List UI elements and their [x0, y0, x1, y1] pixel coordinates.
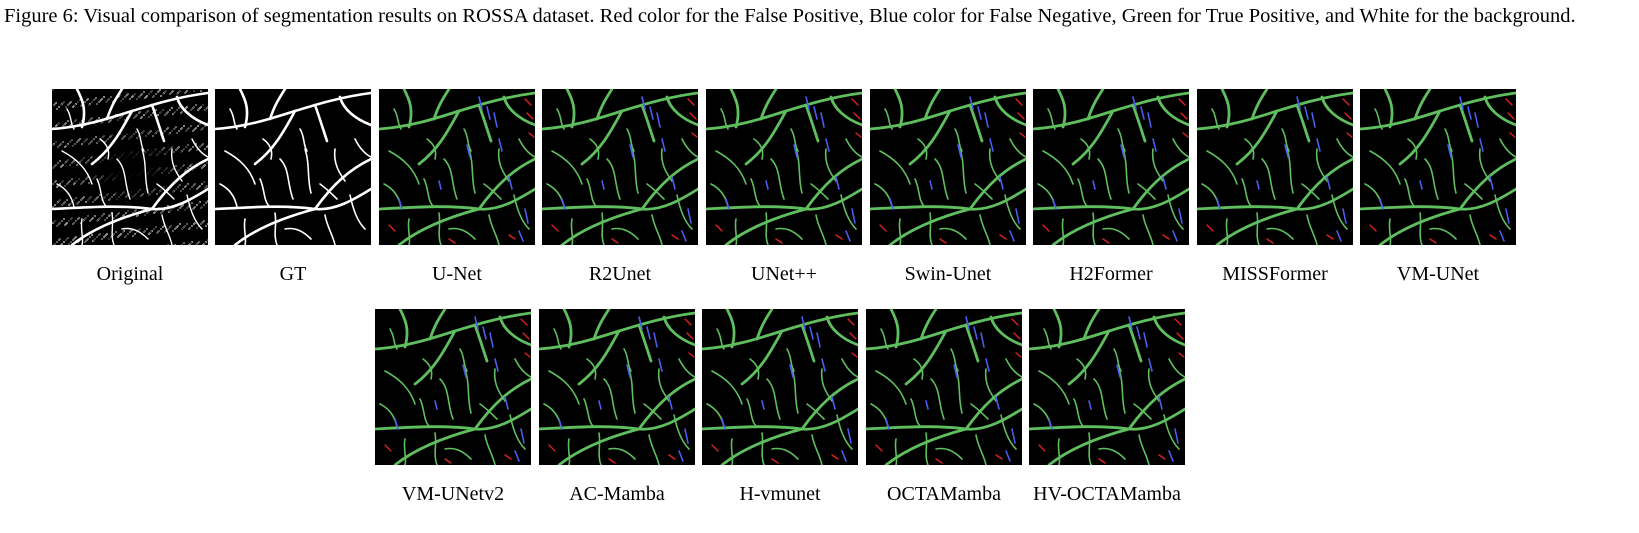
- label-vm-unetv2: VM-UNetv2: [401, 483, 505, 505]
- image-missformer: [1197, 89, 1353, 245]
- figure-caption: Figure 6: Visual comparison of segmentat…: [4, 5, 1576, 27]
- vessel-image-drawing: [1033, 89, 1189, 245]
- image-vm-unet: [1360, 89, 1516, 245]
- label-vm-unet: VM-UNet: [1396, 263, 1480, 285]
- label-unet: U-Net: [432, 263, 482, 285]
- image-gt: [215, 89, 371, 245]
- vessel-image-drawing: [379, 89, 535, 245]
- vessel-image-drawing: [375, 309, 531, 465]
- image-h2former: [1033, 89, 1189, 245]
- label-h-vmunet: H-vmunet: [739, 483, 821, 505]
- image-unet: [379, 89, 535, 245]
- image-octamamba: [866, 309, 1022, 465]
- label-original: Original: [96, 263, 164, 285]
- image-ac-mamba: [539, 309, 695, 465]
- vessel-image-drawing: [870, 89, 1026, 245]
- image-hv-octamamba: [1029, 309, 1185, 465]
- image-h-vmunet: [702, 309, 858, 465]
- vessel-image-drawing: [1360, 89, 1516, 245]
- vessel-image-drawing: [706, 89, 862, 245]
- label-octamamba: OCTAMamba: [887, 483, 1001, 505]
- label-r2unet: R2Unet: [588, 263, 652, 285]
- image-vm-unetv2: [375, 309, 531, 465]
- vessel-image-drawing: [215, 89, 371, 245]
- label-h2former: H2Former: [1069, 263, 1153, 285]
- image-original: [52, 89, 208, 245]
- label-ac-mamba: AC-Mamba: [569, 483, 665, 505]
- vessel-image-drawing: [52, 89, 208, 245]
- label-missformer: MISSFormer: [1222, 263, 1328, 285]
- image-r2unet: [542, 89, 698, 245]
- label-swin-unet: Swin-Unet: [904, 263, 992, 285]
- vessel-image-drawing: [539, 309, 695, 465]
- vessel-image-drawing: [702, 309, 858, 465]
- label-unetpp: UNet++: [751, 263, 817, 285]
- image-unetpp: [706, 89, 862, 245]
- vessel-image-drawing: [866, 309, 1022, 465]
- vessel-image-drawing: [542, 89, 698, 245]
- vessel-image-drawing: [1197, 89, 1353, 245]
- label-gt: GT: [279, 263, 307, 285]
- image-swin-unet: [870, 89, 1026, 245]
- vessel-image-drawing: [1029, 309, 1185, 465]
- label-hv-octamamba: HV-OCTAMamba: [1033, 483, 1181, 505]
